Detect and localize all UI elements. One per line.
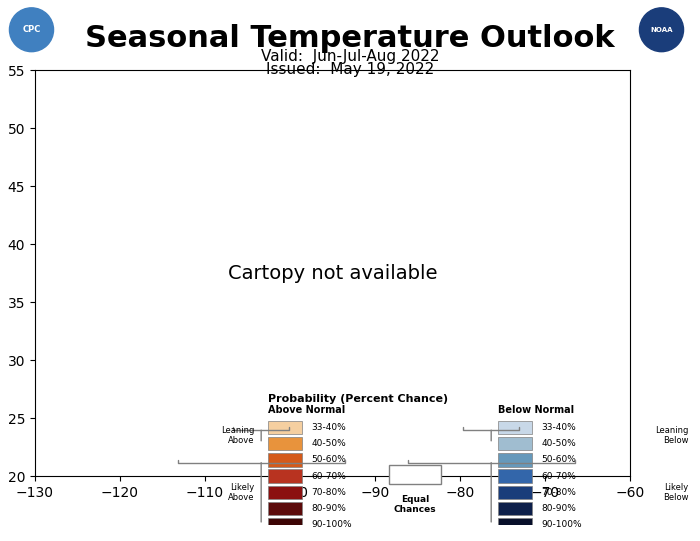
Text: 90-100%: 90-100%	[541, 520, 582, 529]
Text: Likely
Above: Likely Above	[228, 483, 255, 502]
Text: Leaning
Below: Leaning Below	[655, 426, 689, 445]
Text: 40-50%: 40-50%	[541, 439, 576, 448]
Text: Seasonal Temperature Outlook: Seasonal Temperature Outlook	[85, 24, 615, 54]
Text: Probability (Percent Chance): Probability (Percent Chance)	[267, 394, 448, 404]
FancyBboxPatch shape	[267, 469, 302, 483]
Circle shape	[640, 8, 683, 52]
FancyBboxPatch shape	[498, 453, 533, 466]
Text: 40-50%: 40-50%	[311, 439, 346, 448]
FancyBboxPatch shape	[498, 437, 533, 450]
Text: 33-40%: 33-40%	[541, 423, 576, 432]
FancyBboxPatch shape	[498, 469, 533, 483]
FancyBboxPatch shape	[267, 502, 302, 515]
Text: 50-60%: 50-60%	[541, 456, 576, 464]
Text: 80-90%: 80-90%	[541, 504, 576, 513]
Text: Cartopy not available: Cartopy not available	[228, 263, 438, 283]
Text: Equal
Chances: Equal Chances	[394, 495, 437, 514]
Text: 33-40%: 33-40%	[311, 423, 346, 432]
Text: Valid:  Jun-Jul-Aug 2022: Valid: Jun-Jul-Aug 2022	[260, 49, 440, 64]
Text: 60-70%: 60-70%	[541, 472, 576, 480]
FancyBboxPatch shape	[389, 465, 441, 484]
FancyBboxPatch shape	[498, 518, 533, 531]
FancyBboxPatch shape	[267, 453, 302, 466]
Text: Above Normal: Above Normal	[267, 405, 345, 414]
Text: 80-90%: 80-90%	[311, 504, 346, 513]
Text: 60-70%: 60-70%	[311, 472, 346, 480]
Text: Likely
Below: Likely Below	[663, 483, 689, 502]
Text: 50-60%: 50-60%	[311, 456, 346, 464]
FancyBboxPatch shape	[498, 421, 533, 434]
Text: 70-80%: 70-80%	[311, 488, 346, 497]
FancyBboxPatch shape	[498, 502, 533, 515]
Text: NOAA: NOAA	[650, 27, 673, 33]
Text: 70-80%: 70-80%	[541, 488, 576, 497]
Text: 90-100%: 90-100%	[311, 520, 351, 529]
Text: Below Normal: Below Normal	[498, 405, 574, 414]
FancyBboxPatch shape	[267, 518, 302, 531]
Text: CPC: CPC	[22, 25, 41, 34]
FancyBboxPatch shape	[267, 421, 302, 434]
FancyBboxPatch shape	[267, 486, 302, 499]
FancyBboxPatch shape	[267, 437, 302, 450]
Text: Issued:  May 19, 2022: Issued: May 19, 2022	[266, 62, 434, 77]
FancyBboxPatch shape	[498, 486, 533, 499]
Text: Leaning
Above: Leaning Above	[221, 426, 255, 445]
Circle shape	[9, 8, 53, 52]
